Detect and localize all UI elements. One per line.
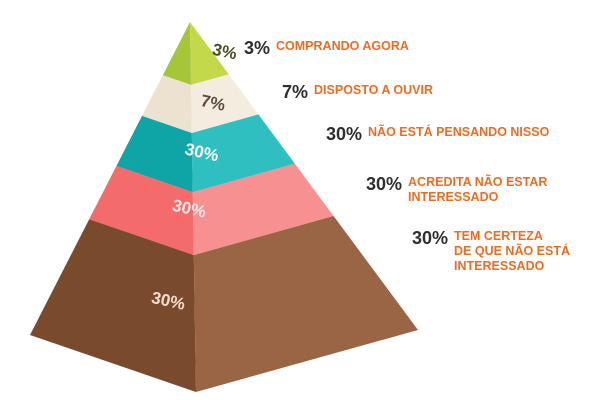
pyramid-tier-4-side-face: [192, 163, 334, 256]
legend-description-line: COMPRANDO AGORA: [276, 39, 409, 53]
legend-item: 30% NÃO ESTÁ PENSANDO NISSO: [326, 125, 549, 143]
pyramid-tier-3-front-face: [116, 115, 193, 193]
pyramid-tiers: [30, 22, 418, 392]
legend-description-line: INTERESSADO: [408, 190, 499, 204]
pyramid-tier-4-front-face: [89, 166, 194, 256]
legend-percent: 30%: [326, 124, 363, 144]
pyramid-tier-2-side-face: [191, 74, 259, 133]
pyramid-tier-labels: 3%7%30%30%30%: [150, 40, 239, 314]
pyramid-tier-3-side-face: [191, 114, 295, 193]
legend-description-line: ACREDITA NÃO ESTAR: [408, 175, 548, 189]
legend-description-line: NÃO ESTÁ PENSANDO NISSO: [368, 125, 550, 139]
pyramid-tier-2-label: 7%: [199, 91, 227, 115]
legend-description: COMPRANDO AGORA: [276, 39, 409, 54]
pyramid-tier-2-front-face: [142, 75, 192, 133]
pyramid-tier-5-front-face: [30, 219, 196, 392]
legend-description: DISPOSTO A OUVIR: [314, 83, 433, 98]
legend-description-line: INTERESSADO: [454, 259, 545, 273]
pyramid-tier-1-side-face: [190, 22, 229, 85]
legend-item: 30% ACREDITA NÃO ESTAR INTERESSADO: [366, 175, 547, 205]
legend-percent: 3%: [244, 38, 271, 58]
legend-description: ACREDITA NÃO ESTAR INTERESSADO: [408, 175, 547, 205]
legend-description: TEM CERTEZA DE QUE NÃO ESTÁ INTERESSADO: [454, 229, 570, 274]
legend-percent: 30%: [412, 228, 449, 248]
legend-description-line: DE QUE NÃO ESTÁ: [454, 244, 571, 258]
legend-item: 3% COMPRANDO AGORA: [244, 39, 409, 57]
legend-percent: 7%: [282, 82, 309, 102]
legend-description-line: DISPOSTO A OUVIR: [314, 83, 434, 97]
pyramid-tier-1-label: 3%: [211, 40, 239, 64]
legend-item: 7% DISPOSTO A OUVIR: [282, 83, 433, 101]
legend-description-line: TEM CERTEZA: [454, 229, 543, 243]
legend-description: NÃO ESTÁ PENSANDO NISSO: [368, 125, 549, 140]
legend-item: 30% TEM CERTEZA DE QUE NÃO ESTÁ INTERESSADO: [412, 229, 570, 274]
pyramid-tier-1-front-face: [162, 22, 191, 85]
pyramid-tier-5-side-face: [193, 216, 418, 392]
legend-percent: 30%: [366, 174, 403, 194]
